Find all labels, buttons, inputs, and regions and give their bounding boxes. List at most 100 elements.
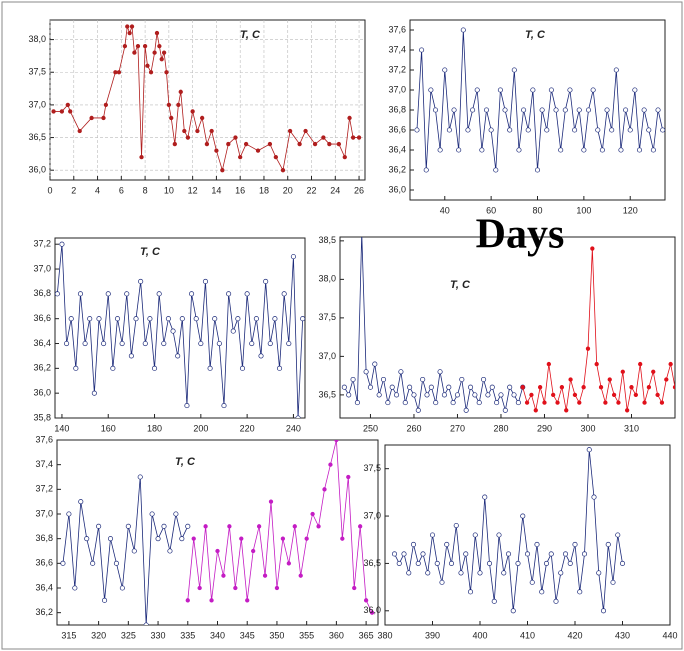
data-point	[255, 148, 261, 153]
y-tick-label: 36,0	[28, 165, 46, 175]
data-point	[463, 551, 469, 557]
data-point	[151, 365, 158, 371]
overlay-label: Days	[476, 212, 565, 258]
y-tick-label: 36,0	[363, 605, 381, 615]
y-tick-label: 36,4	[388, 144, 406, 154]
data-point	[394, 392, 400, 398]
chart: 36,0 36,5 37,0 37,5 380 390 400 410 420 430 440	[363, 444, 678, 640]
y-tick-label: 36,6	[33, 313, 51, 323]
data-point	[68, 316, 74, 322]
y-tick-label: 38,0	[318, 274, 336, 284]
x-tick-label: 80	[532, 205, 542, 215]
data-point	[262, 573, 268, 578]
data-point	[515, 560, 521, 566]
data-point	[406, 570, 412, 576]
data-point	[191, 536, 196, 541]
x-tick-label: 0	[47, 185, 52, 195]
data-point	[414, 127, 420, 133]
data-point	[133, 316, 139, 322]
data-point	[611, 392, 617, 398]
x-tick-label: 250	[363, 423, 378, 433]
data-point	[195, 128, 200, 134]
x-tick-label: 260	[406, 423, 421, 433]
data-point	[267, 340, 273, 347]
data-point	[515, 400, 521, 406]
y-tick-label: 37,0	[363, 510, 381, 520]
data-point	[124, 291, 130, 297]
data-point	[442, 67, 448, 73]
data-point	[428, 87, 434, 93]
data-point	[655, 107, 661, 113]
data-point	[189, 291, 195, 297]
data-point	[463, 407, 469, 413]
data-point	[520, 385, 525, 390]
data-point	[267, 141, 273, 147]
data-point	[200, 115, 205, 121]
data-point	[167, 548, 173, 554]
plot-frame	[49, 19, 366, 181]
data-point	[420, 376, 426, 383]
data-point	[553, 107, 559, 113]
data-point	[567, 560, 573, 566]
data-point	[553, 598, 559, 604]
data-point	[220, 168, 225, 173]
data-point	[391, 551, 398, 557]
data-point	[507, 127, 513, 133]
data-point	[482, 494, 488, 500]
data-point	[524, 551, 531, 557]
data-point	[530, 87, 536, 93]
data-point	[77, 128, 82, 134]
y-tick-label: 37,5	[318, 312, 336, 322]
data-point	[244, 291, 250, 297]
data-point	[226, 141, 231, 147]
data-point	[496, 532, 502, 538]
data-point	[564, 408, 569, 413]
data-point	[209, 598, 214, 603]
x-tick-label: 410	[520, 630, 535, 640]
data-point	[173, 511, 179, 517]
data-point	[198, 340, 204, 347]
data-point	[516, 147, 522, 153]
x-tick-label: 8	[143, 185, 148, 195]
data-point	[642, 400, 647, 405]
data-point	[529, 579, 535, 585]
data-point	[147, 316, 153, 322]
x-tick-label: 12	[188, 185, 198, 195]
data-point	[127, 30, 132, 36]
data-point	[460, 27, 466, 33]
data-point	[474, 87, 480, 93]
data-point	[135, 43, 141, 49]
y-tick-label: 36,2	[33, 363, 51, 373]
y-tick-label: 38,0	[28, 34, 46, 44]
data-point	[429, 532, 436, 538]
y-tick-label: 36,0	[388, 184, 406, 194]
data-point	[358, 524, 363, 529]
x-tick-label: 300	[580, 423, 595, 433]
data-point	[389, 384, 395, 390]
data-point	[137, 474, 143, 480]
data-point	[72, 585, 78, 591]
chart: 36,036,537,037,538,00 2 4 6 8 10 12 14 16 18 20 22 2…	[28, 19, 366, 195]
data-point	[548, 87, 554, 93]
data-point	[243, 141, 249, 147]
data-point	[369, 610, 375, 615]
x-tick-label: 325	[121, 630, 136, 640]
data-point	[420, 551, 426, 557]
data-point	[82, 340, 88, 347]
data-point	[486, 560, 493, 566]
data-point	[633, 392, 638, 398]
data-point	[60, 560, 66, 566]
data-point	[334, 440, 339, 443]
y-tick-label: 36,5	[318, 389, 336, 399]
data-point	[576, 107, 582, 113]
data-point	[415, 560, 421, 566]
data-point	[668, 361, 673, 367]
data-point	[437, 369, 443, 375]
x-tick-label: 400	[472, 630, 487, 640]
data-point	[641, 107, 647, 113]
data-point	[175, 353, 181, 359]
data-point	[310, 511, 315, 517]
data-point	[89, 115, 94, 121]
y-tick-label: 36,4	[35, 582, 53, 592]
data-point	[534, 541, 540, 548]
